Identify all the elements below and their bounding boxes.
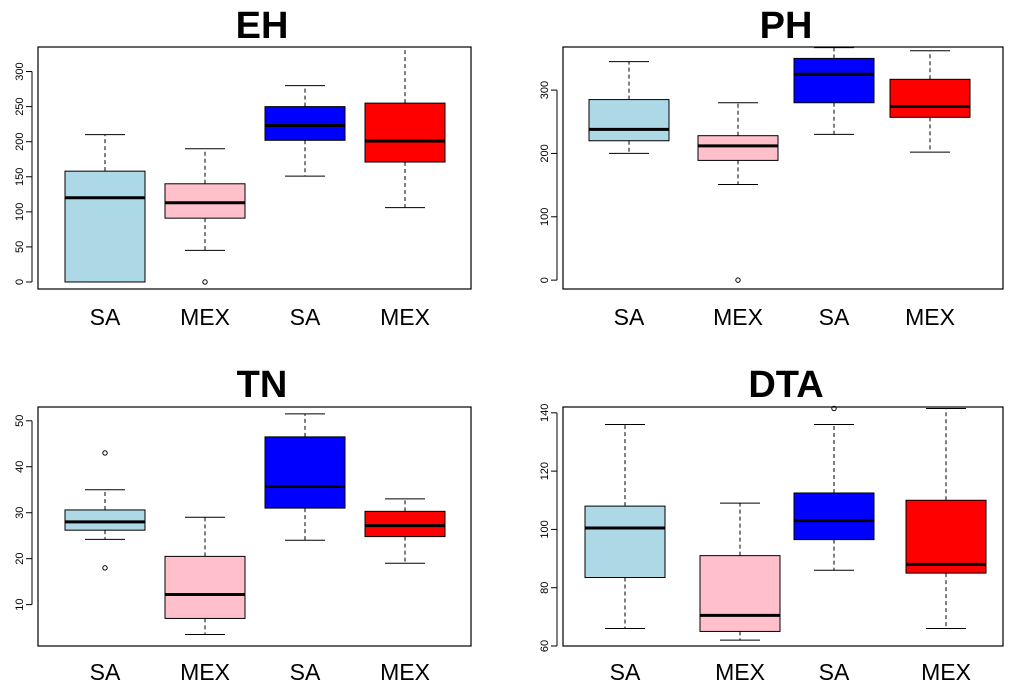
category-label: SA (819, 659, 850, 685)
iqr-box (793, 57, 875, 104)
y-tick-label: 100 (539, 520, 551, 538)
iqr-box (64, 170, 146, 283)
category-label: SA (819, 304, 850, 330)
iqr-box (264, 436, 346, 509)
iqr-box (64, 509, 146, 531)
iqr-box (364, 510, 446, 538)
box-sa: SA (64, 134, 146, 330)
y-tick-label: 120 (539, 462, 551, 480)
box-mex: MEX (164, 148, 246, 330)
iqr-box (164, 183, 246, 219)
y-tick-label: 50 (14, 415, 26, 427)
y-tick-label: 20 (14, 553, 26, 565)
box-mex: MEX (905, 407, 987, 685)
iqr-box (588, 99, 670, 142)
box-sa: SA (64, 450, 146, 685)
outlier-point (735, 277, 741, 283)
category-label: MEX (921, 659, 971, 685)
category-label: SA (90, 304, 121, 330)
y-tick-label: 60 (539, 640, 551, 652)
iqr-box (364, 102, 446, 163)
category-label: MEX (905, 304, 955, 330)
category-label: MEX (380, 304, 430, 330)
y-tick-label: 50 (14, 241, 26, 253)
iqr-box (164, 555, 246, 619)
plot-frame (37, 406, 472, 647)
outlier-point (202, 279, 208, 285)
box-sa: SA (264, 413, 346, 685)
plot-frame (37, 46, 472, 290)
panel-title: DTA (748, 364, 823, 406)
category-label: SA (290, 304, 321, 330)
category-label: SA (90, 659, 121, 685)
y-tick-label: 140 (539, 404, 551, 422)
category-label: SA (290, 659, 321, 685)
plot-frame (562, 46, 1004, 290)
box-sa: SA (793, 47, 875, 330)
y-tick-label: 150 (14, 168, 26, 186)
y-tick-label: 10 (14, 599, 26, 611)
box-mex: MEX (164, 516, 246, 685)
iqr-box (793, 492, 875, 541)
iqr-box (264, 106, 346, 141)
box-mex: MEX (697, 102, 779, 330)
y-tick-label: 200 (539, 144, 551, 162)
boxplot-panel-tn: TN 10 20 30 40 50 SA MEX SA MEX (14, 364, 472, 685)
iqr-box (699, 555, 781, 632)
iqr-box (697, 135, 779, 161)
y-tick-label: 100 (14, 203, 26, 221)
panel-title: EH (236, 5, 289, 47)
outlier-point (831, 405, 837, 412)
category-label: MEX (713, 304, 763, 330)
box-sa: SA (793, 405, 875, 685)
iqr-box (889, 78, 971, 118)
boxplot-panel-eh: EH 0 50 100 150 200 250 300 SA MEX SA MEX (14, 5, 472, 330)
boxplot-panel-dta: DTA 60 80 100 120 140 SA MEX SA MEX (539, 364, 1004, 685)
category-label: MEX (380, 659, 430, 685)
boxplot-panel-ph: PH 0 100 200 300 SA MEX SA MEX (539, 5, 1004, 330)
outlier-point (102, 565, 108, 571)
y-tick-label: 80 (539, 582, 551, 594)
panel-title: PH (760, 5, 813, 47)
category-label: MEX (180, 659, 230, 685)
y-tick-label: 200 (14, 133, 26, 151)
box-mex: MEX (889, 50, 971, 330)
category-label: MEX (715, 659, 765, 685)
box-sa: SA (264, 85, 346, 330)
plot-frame (562, 406, 1004, 647)
box-mex: MEX (364, 46, 446, 330)
box-sa: SA (584, 423, 666, 685)
y-tick-label: 30 (14, 507, 26, 519)
iqr-box (905, 499, 987, 574)
y-tick-label: 250 (14, 97, 26, 115)
panel-title: TN (237, 364, 288, 406)
outlier-point (102, 450, 108, 456)
y-tick-label: 40 (14, 461, 26, 473)
y-tick-label: 100 (539, 208, 551, 226)
category-label: MEX (180, 304, 230, 330)
box-sa: SA (588, 61, 670, 330)
box-mex: MEX (364, 498, 446, 685)
iqr-box (584, 505, 666, 579)
category-label: SA (610, 659, 641, 685)
y-tick-label: 300 (14, 62, 26, 80)
y-tick-label: 0 (14, 279, 26, 285)
y-tick-label: 0 (539, 277, 551, 283)
category-label: SA (614, 304, 645, 330)
box-mex: MEX (699, 502, 781, 685)
y-tick-label: 300 (539, 81, 551, 99)
